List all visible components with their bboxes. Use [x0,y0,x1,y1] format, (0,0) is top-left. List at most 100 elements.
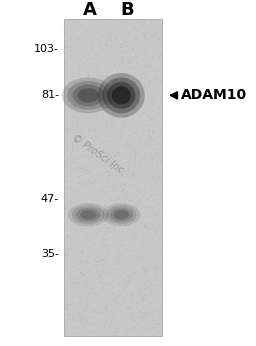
Point [136,272,141,277]
Point [77,66,81,72]
Point [123,259,127,265]
Point [76,145,80,150]
Point [67,252,71,257]
Point [146,268,150,273]
Point [120,118,124,124]
Point [65,45,69,50]
Point [140,323,144,329]
Point [105,247,109,253]
Point [115,131,120,137]
Point [67,86,71,92]
Point [67,317,71,322]
Point [101,77,105,82]
Point [115,69,120,75]
Point [123,172,127,177]
Point [134,121,138,126]
Point [122,273,126,278]
Point [93,301,97,306]
Point [95,137,99,143]
Point [126,261,130,266]
Point [63,35,67,40]
Point [142,292,146,298]
Point [80,204,84,210]
Point [123,123,127,129]
Point [82,143,87,148]
Point [66,322,70,328]
Point [115,161,119,166]
Point [68,268,72,274]
Point [150,185,154,191]
Point [68,44,72,49]
Point [143,273,147,279]
Point [77,245,81,250]
Point [121,188,125,193]
Point [102,163,106,169]
Point [127,194,131,199]
Point [129,98,133,103]
Point [68,50,72,55]
Point [129,123,133,129]
Point [69,92,73,97]
Point [101,46,105,52]
Point [95,33,99,38]
Point [108,134,112,139]
Point [65,203,69,208]
Point [101,144,105,149]
Point [111,272,115,277]
Point [113,166,117,171]
Point [110,314,114,320]
Point [134,309,138,315]
Point [101,46,105,52]
Point [142,19,146,25]
Point [132,315,136,320]
Point [101,206,105,212]
Point [120,24,124,29]
Point [78,300,82,306]
Point [133,325,137,330]
Point [89,145,93,151]
Point [112,267,116,273]
Point [137,28,141,33]
Point [149,152,153,157]
Point [147,165,152,171]
Point [114,225,119,230]
Point [89,110,93,116]
Point [159,64,163,70]
Point [71,264,75,270]
Point [152,294,156,300]
Point [69,173,73,179]
Point [144,267,148,272]
Point [81,194,86,200]
Point [130,118,134,124]
Point [142,331,146,337]
Point [106,26,110,31]
Point [156,238,160,244]
Point [80,216,84,222]
Point [112,121,116,126]
Point [63,333,67,338]
Point [102,110,106,116]
Point [68,57,72,63]
Point [72,311,76,317]
Point [147,31,152,37]
Point [114,212,119,218]
Point [141,206,145,211]
Point [127,19,131,25]
Point [119,320,123,326]
Point [103,304,107,310]
Point [76,128,80,134]
Point [136,285,140,291]
Point [75,82,79,87]
Point [118,208,122,213]
Text: B: B [120,1,134,19]
Point [73,26,78,31]
Point [154,311,158,317]
Point [103,128,107,133]
Point [67,273,71,279]
Point [124,198,129,203]
Point [82,196,86,201]
Point [71,103,75,109]
Point [159,79,163,84]
Point [70,144,74,149]
Point [144,271,148,276]
